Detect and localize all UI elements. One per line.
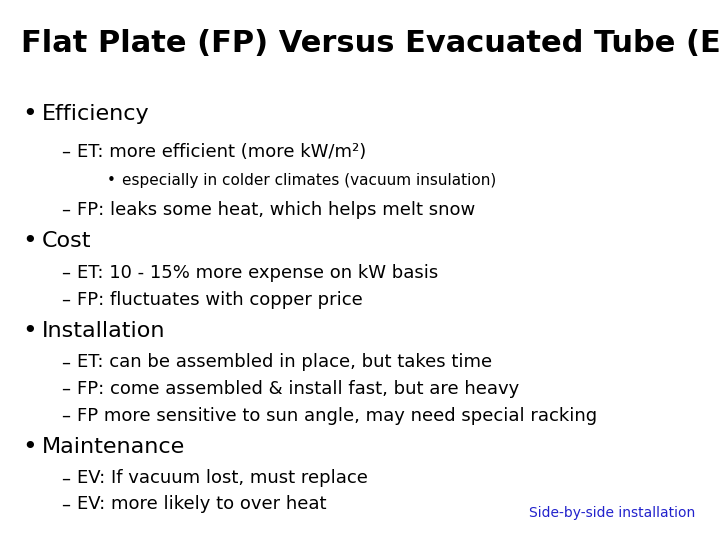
Text: –: – — [61, 380, 71, 398]
Text: –: – — [61, 469, 71, 488]
Text: •: • — [107, 173, 115, 188]
Text: –: – — [61, 143, 71, 161]
Text: ET: can be assembled in place, but takes time: ET: can be assembled in place, but takes… — [76, 353, 492, 372]
Text: Cost: Cost — [42, 232, 91, 252]
Text: FP: leaks some heat, which helps melt snow: FP: leaks some heat, which helps melt sn… — [76, 201, 475, 219]
Text: –: – — [61, 353, 71, 372]
Text: ET: more efficient (more kW/m²): ET: more efficient (more kW/m²) — [76, 143, 366, 161]
Text: FP: fluctuates with copper price: FP: fluctuates with copper price — [76, 291, 362, 308]
Text: –: – — [61, 201, 71, 219]
Text: FP: come assembled & install fast, but are heavy: FP: come assembled & install fast, but a… — [76, 380, 519, 398]
Text: Installation: Installation — [42, 321, 166, 341]
Text: Maintenance: Maintenance — [42, 437, 185, 457]
Text: ET: 10 - 15% more expense on kW basis: ET: 10 - 15% more expense on kW basis — [76, 264, 438, 281]
Text: especially in colder climates (vacuum insulation): especially in colder climates (vacuum in… — [122, 173, 496, 188]
Text: –: – — [61, 407, 71, 425]
Text: –: – — [61, 495, 71, 514]
Text: •: • — [23, 103, 37, 126]
Text: •: • — [23, 319, 37, 343]
Text: •: • — [23, 435, 37, 460]
Text: EV: If vacuum lost, must replace: EV: If vacuum lost, must replace — [76, 469, 367, 488]
Text: EV: more likely to over heat: EV: more likely to over heat — [76, 495, 326, 514]
Text: –: – — [61, 291, 71, 308]
Text: FP more sensitive to sun angle, may need special racking: FP more sensitive to sun angle, may need… — [76, 407, 597, 425]
Text: Side-by-side installation: Side-by-side installation — [529, 506, 696, 520]
Text: Flat Plate (FP) Versus Evacuated Tube (ET): Flat Plate (FP) Versus Evacuated Tube (E… — [22, 29, 720, 58]
Text: Efficiency: Efficiency — [42, 104, 150, 125]
Text: –: – — [61, 264, 71, 281]
Text: •: • — [23, 230, 37, 253]
